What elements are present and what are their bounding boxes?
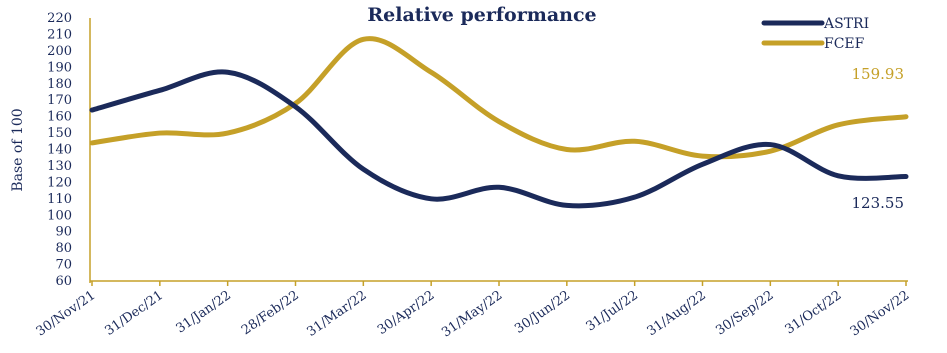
x-tick-label: 28/Feb/22 xyxy=(239,288,302,338)
end-label-fcef: 159.93 xyxy=(852,65,905,83)
y-tick-label: 60 xyxy=(55,274,72,289)
series-line-astri xyxy=(89,69,909,209)
y-tick-label: 190 xyxy=(47,60,72,75)
x-tick-labels: 30/Nov/21 31/Dec/21 31/Jan/22 28/Feb/22 31/M… xyxy=(34,288,913,341)
y-tick-label: 130 xyxy=(47,159,72,174)
x-tick-label: 31/Jan/22 xyxy=(174,288,234,337)
end-labels: 123.55 159.93 xyxy=(852,65,905,212)
x-tick-label: 31/Jul/22 xyxy=(584,288,641,334)
x-tick-label: 30/Sep/22 xyxy=(713,288,776,339)
y-tick-label: 110 xyxy=(47,192,72,207)
legend: ASTRI FCEF xyxy=(761,16,869,52)
y-tick-label: 70 xyxy=(55,258,72,273)
x-tick-label: 31/Oct/22 xyxy=(783,288,845,338)
y-tick-label: 180 xyxy=(47,77,72,92)
end-label-astri: 123.55 xyxy=(852,194,905,212)
x-tick-label: 30/Jun/22 xyxy=(512,288,573,337)
y-tick-label: 210 xyxy=(47,27,72,42)
x-tick-label: 30/Nov/21 xyxy=(34,288,99,340)
legend-label-astri: ASTRI xyxy=(823,16,869,32)
x-tick-label: 30/Nov/22 xyxy=(848,288,913,340)
y-tick-label: 80 xyxy=(55,241,72,256)
series-line-fcef xyxy=(89,36,909,160)
legend-label-fcef: FCEF xyxy=(824,36,865,52)
x-tick-label: 31/May/22 xyxy=(439,288,505,341)
y-tick-label: 160 xyxy=(47,110,72,125)
series-lines xyxy=(89,36,909,209)
x-tick-label: 31/Mar/22 xyxy=(304,288,369,340)
y-tick-label: 140 xyxy=(47,143,72,158)
x-tick-marks xyxy=(91,281,907,286)
y-tick-label: 90 xyxy=(55,225,72,240)
x-tick-label: 30/Apr/22 xyxy=(375,288,437,338)
chart-title: Relative performance xyxy=(367,4,596,26)
y-tick-label: 150 xyxy=(47,126,72,141)
y-tick-label: 200 xyxy=(47,44,72,59)
y-tick-label: 170 xyxy=(47,93,72,108)
x-tick-label: 31/Dec/21 xyxy=(102,288,166,339)
y-tick-label: 120 xyxy=(47,175,72,190)
y-axis-label: Base of 100 xyxy=(10,108,26,191)
x-tick-label: 31/Aug/22 xyxy=(645,288,709,339)
y-tick-label: 220 xyxy=(47,11,72,26)
y-tick-label: 100 xyxy=(47,208,72,223)
